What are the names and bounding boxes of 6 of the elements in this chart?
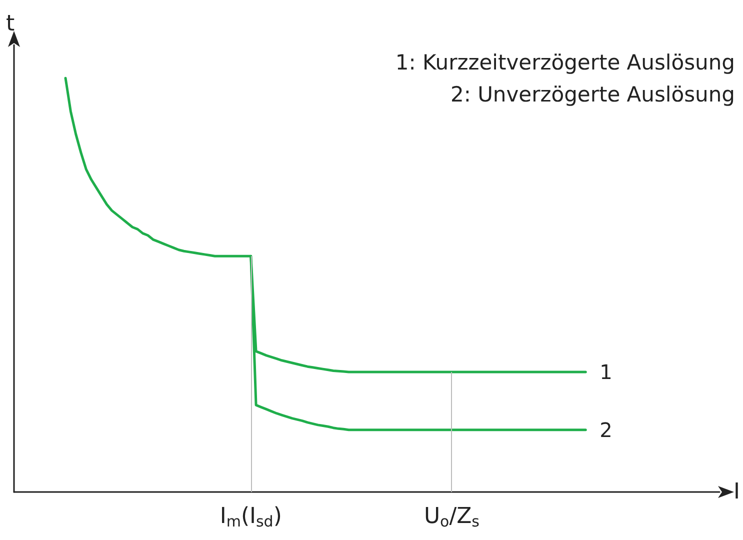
x-axis-title: I [734,480,740,504]
series-label: 2 [600,418,612,442]
series-label: 1 [600,360,612,384]
text: 1: Kurzzeitverzögerte Auslösung [395,50,736,74]
y-axis-title: t [6,12,15,36]
annotation: 2: Unverzögerte Auslösung [450,82,735,106]
